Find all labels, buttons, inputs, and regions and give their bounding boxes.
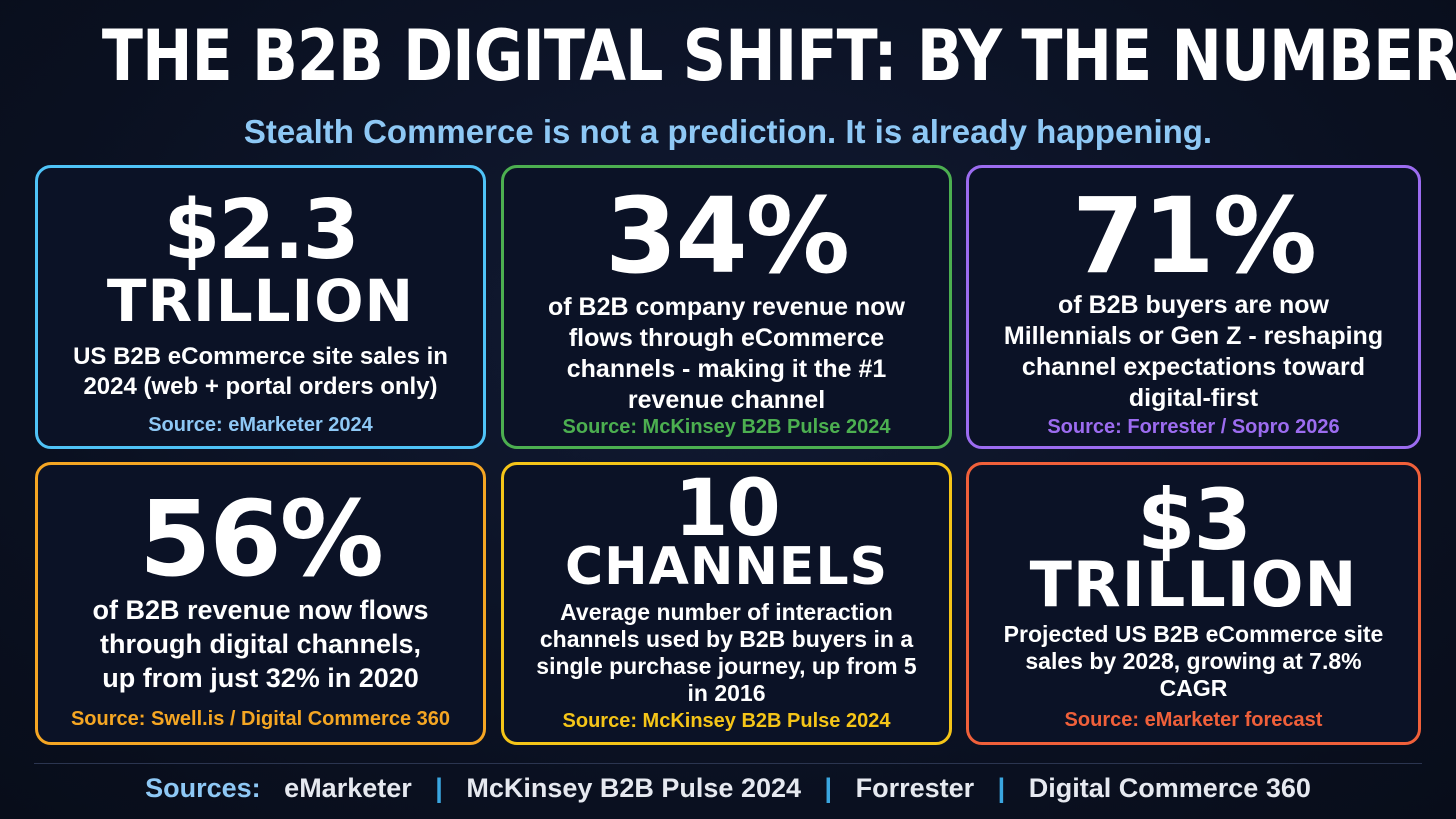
footer-divider xyxy=(34,763,1422,764)
source-separator: | xyxy=(435,773,443,803)
stat-description: of B2B buyers are now Millennials or Gen… xyxy=(1003,291,1384,412)
page-subtitle: Stealth Commerce is not a prediction. It… xyxy=(243,113,1213,150)
stat-unit: TRILLION xyxy=(106,267,415,335)
stat-card-millennial-genz-buyers: 71% of B2B buyers are now Millennials or… xyxy=(966,165,1421,449)
stat-card-digital-revenue-share: 56% of B2B revenue now flows through dig… xyxy=(35,462,486,745)
stat-unit: CHANNELS xyxy=(564,537,889,597)
source-item: Digital Commerce 360 xyxy=(1028,773,1311,803)
stat-value: $2.3 xyxy=(163,183,359,278)
stat-description: of B2B company revenue now flows through… xyxy=(547,293,906,414)
stat-value: 34% xyxy=(605,175,850,297)
stat-card-ecommerce-revenue-share: 34% of B2B company revenue now flows thr… xyxy=(501,165,952,449)
stat-source: Source: Swell.is / Digital Commerce 360 xyxy=(70,708,451,730)
stat-value: $3 xyxy=(1137,471,1252,569)
source-item: Forrester xyxy=(855,773,975,803)
stat-value: 56% xyxy=(139,478,384,600)
stat-source: Source: Forrester / Sopro 2026 xyxy=(1047,416,1340,438)
stat-value: 71% xyxy=(1072,175,1317,297)
stat-unit: TRILLION xyxy=(1029,548,1358,621)
stat-description: US B2B eCommerce site sales in 2024 (web… xyxy=(73,343,448,400)
stat-description: of B2B revenue now flows through digital… xyxy=(92,595,429,693)
stat-source: Source: eMarketer 2024 xyxy=(148,414,373,436)
stat-source: Source: McKinsey B2B Pulse 2024 xyxy=(562,710,891,732)
source-item: McKinsey B2B Pulse 2024 xyxy=(466,773,802,803)
stat-description: Projected US B2B eCommerce site sales by… xyxy=(1003,621,1384,701)
stat-value: 10 xyxy=(674,464,781,554)
source-item: eMarketer xyxy=(284,773,412,803)
stat-source: Source: McKinsey B2B Pulse 2024 xyxy=(562,416,891,438)
source-separator: | xyxy=(997,773,1006,803)
footer-sources: Sources: eMarketer | McKinsey B2B Pulse … xyxy=(0,770,1456,806)
source-separator: | xyxy=(824,773,833,803)
stat-description: Average number of interaction channels u… xyxy=(536,599,917,706)
stat-card-us-b2b-sales-2024: $2.3 TRILLION US B2B eCommerce site sale… xyxy=(35,165,486,449)
stat-card-projected-sales-2028: $3 TRILLION Projected US B2B eCommerce s… xyxy=(966,462,1421,745)
stat-card-interaction-channels: 10 CHANNELS Average number of interactio… xyxy=(501,462,952,745)
sources-label: Sources: xyxy=(145,773,261,803)
page-title: THE B2B DIGITAL SHIFT: BY THE NUMBERS xyxy=(101,15,1456,97)
stat-source: Source: eMarketer forecast xyxy=(1064,709,1323,731)
